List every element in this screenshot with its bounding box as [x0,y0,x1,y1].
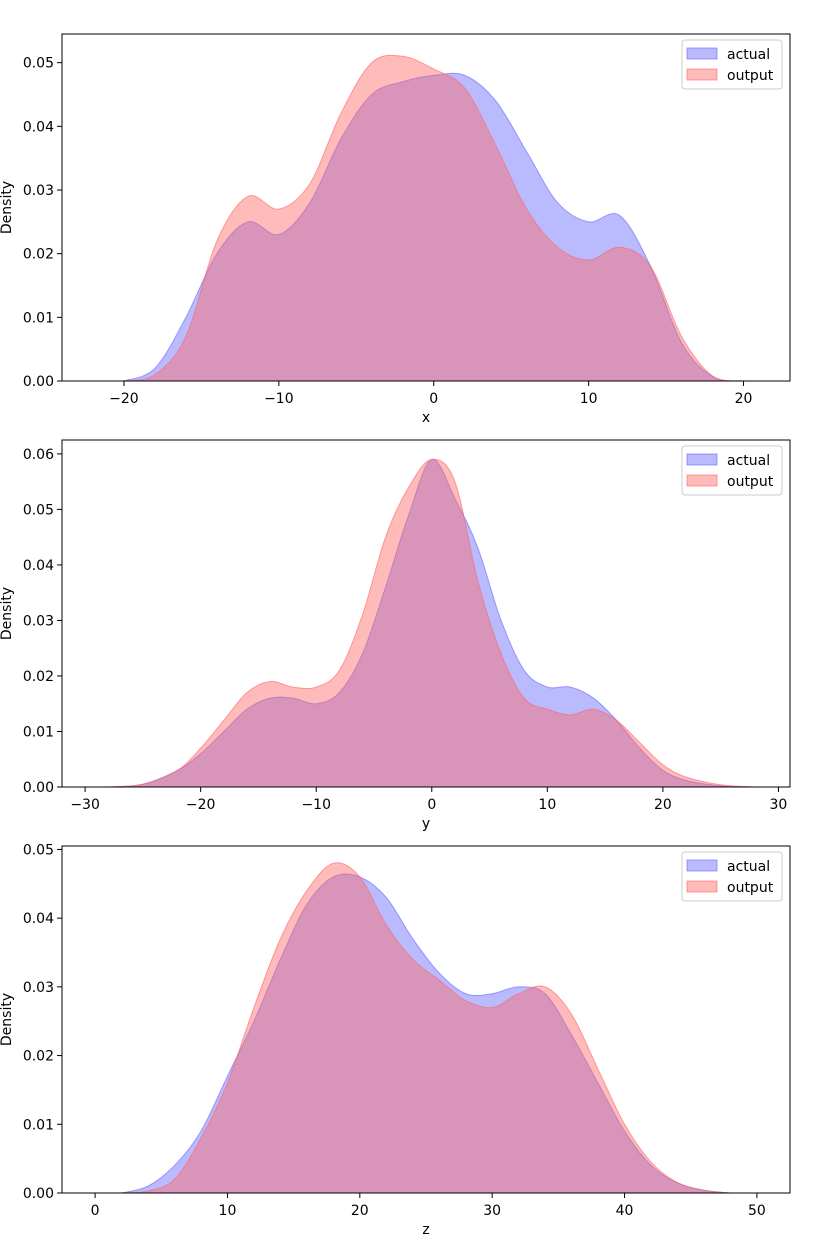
axes-frame [61,33,791,382]
y-tick-label: 0.06 [23,447,54,463]
x-tick-label: 0 [91,1203,100,1219]
legend-label-output: output [727,474,774,490]
y-tick-label: 0.03 [23,183,54,199]
density-area-output [108,458,756,788]
y-tick-label: 0.05 [23,56,54,72]
legend-swatch-output [686,474,718,487]
x-tick-label: −10 [301,797,331,813]
x-axis-label: z [422,1222,429,1238]
legend-label-actual: actual [727,47,770,63]
y-tick-label: 0.05 [23,842,54,858]
legend-label-output: output [727,880,774,896]
x-tick-label: −20 [186,797,216,813]
y-tick-label: 0.01 [23,1117,54,1133]
x-tick-label: −20 [109,391,139,407]
y-tick-label: 0.03 [23,980,54,996]
y-tick-label: 0.04 [23,558,54,574]
y-tick-label: 0.00 [23,374,54,390]
x-tick-label: 20 [351,1203,369,1219]
x-tick-label: 0 [427,797,436,813]
density-area-output [121,862,731,1194]
legend-box [681,445,783,496]
y-tick-label: 0.02 [23,1049,54,1065]
y-axis-label: Density [0,587,15,640]
y-tick-label: 0.00 [23,1186,54,1202]
y-tick-label: 0.02 [23,669,54,685]
x-axis-label: y [422,816,430,832]
x-tick-label: 50 [748,1203,766,1219]
density-area-output [123,54,744,382]
y-tick-label: 0.04 [23,911,54,927]
y-tick-label: 0.03 [23,613,54,629]
density-area-actual [121,873,731,1194]
x-tick-label: 30 [770,797,788,813]
chart-panel-x: −20 −10 0 10 20 0.00 0.01 0.02 0.03 0.04 0.05 x Dens… [0,33,791,426]
y-tick-label: 0.04 [23,119,54,135]
y-tick-label: 0.02 [23,247,54,263]
y-tick-label: 0.01 [23,724,54,740]
axes-frame [61,845,791,1194]
legend-box [681,851,783,902]
legend-swatch-output [686,880,718,893]
x-tick-label: 10 [219,1203,237,1219]
y-tick-label: 0.00 [23,780,54,796]
axes-frame [61,439,791,788]
chart-panel-z: 0 10 20 30 40 50 0.00 0.01 0.02 0.03 0.04 0.05 z Dens… [0,842,791,1238]
x-tick-label: 10 [580,391,598,407]
x-tick-label: −30 [70,797,100,813]
chart-panel-y: −30 −20 −10 0 10 20 30 0.00 0.01 0.02 0.03 0.04 0.05… [0,439,791,832]
x-axis-label: x [422,410,430,426]
legend-swatch-actual [686,47,718,60]
legend-swatch-actual [686,859,718,872]
x-tick-label: 40 [616,1203,634,1219]
x-tick-label: −10 [264,391,294,407]
y-axis-label: Density [0,181,15,234]
y-axis-label: Density [0,993,15,1046]
legend-box [681,39,783,90]
x-tick-label: 20 [654,797,672,813]
y-tick-label: 0.01 [23,310,54,326]
legend-label-output: output [727,68,774,84]
legend-swatch-actual [686,453,718,466]
x-tick-label: 20 [735,391,753,407]
y-tick-label: 0.05 [23,502,54,518]
x-tick-label: 10 [538,797,556,813]
x-tick-label: 0 [429,391,438,407]
legend-label-actual: actual [727,453,770,469]
legend-label-actual: actual [727,859,770,875]
x-tick-label: 30 [483,1203,501,1219]
legend-swatch-output [686,68,718,81]
